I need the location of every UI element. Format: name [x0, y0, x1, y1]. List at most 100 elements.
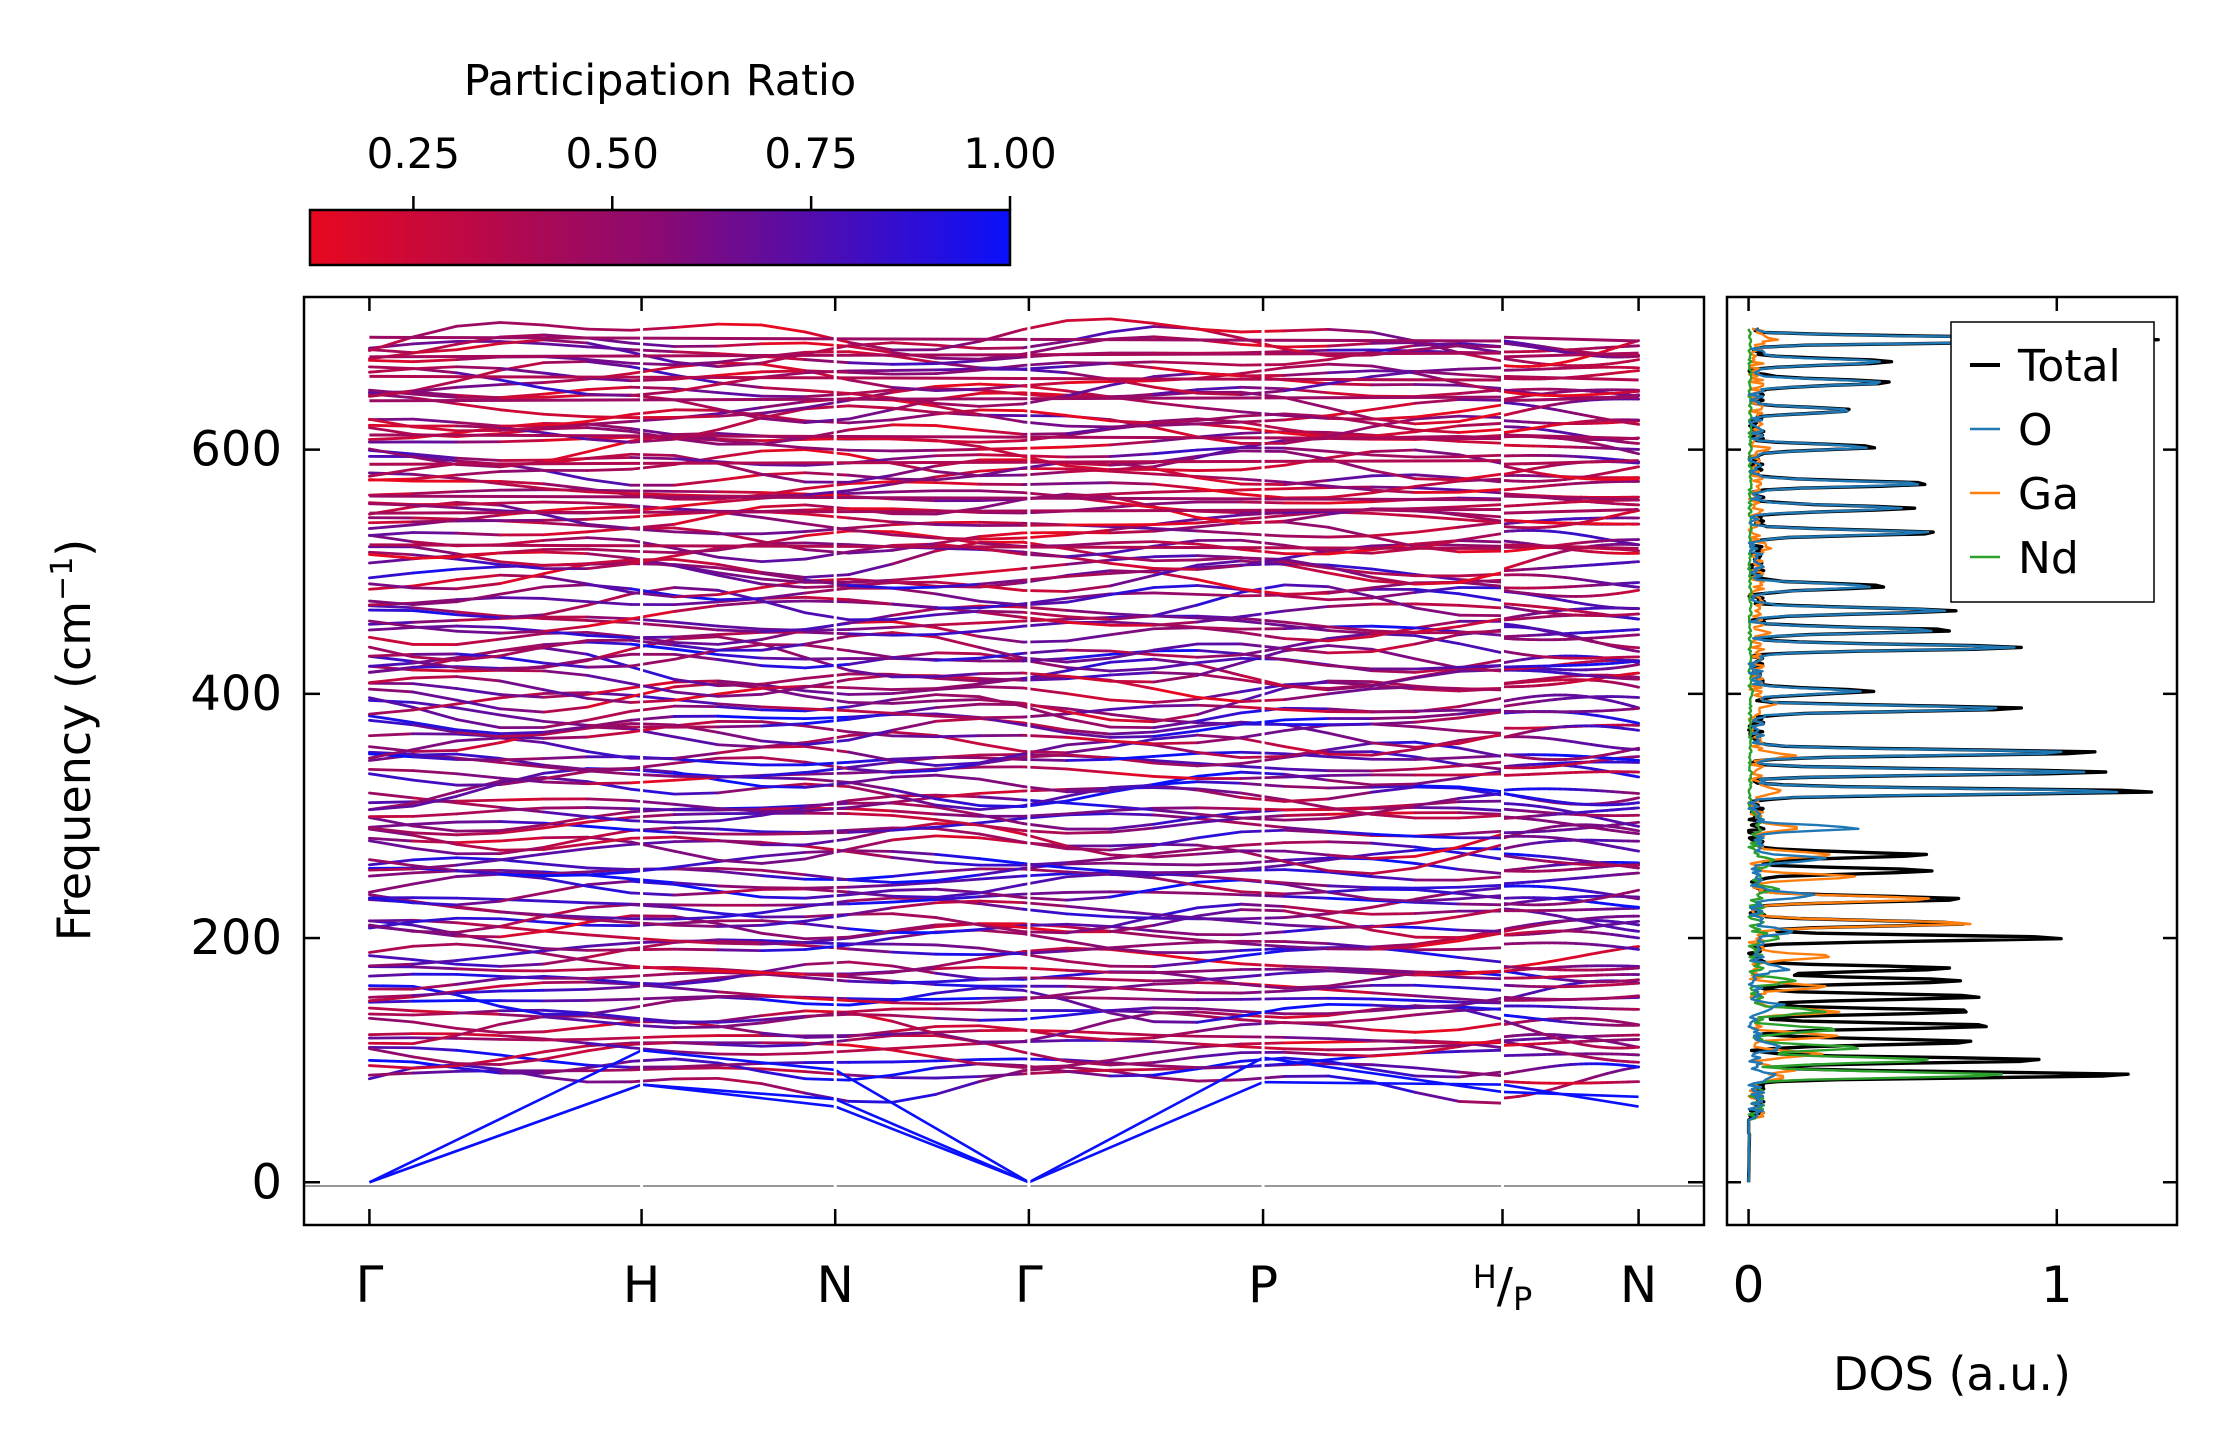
band-segment: [498, 679, 546, 692]
band-segment: [847, 997, 894, 1001]
band-segment: [1196, 564, 1243, 571]
band-segment: [1021, 785, 1069, 794]
band-segment: [1065, 895, 1112, 902]
band-segment: [1457, 1022, 1504, 1032]
band-segment: [368, 1032, 415, 1037]
band-segment: [1413, 983, 1461, 989]
band-segment: [1413, 994, 1461, 1001]
band-segment: [1196, 751, 1243, 760]
band-segment: [1370, 971, 1417, 977]
band-segment: [1283, 745, 1330, 756]
band-segment: [978, 952, 1025, 957]
band-segment: [1065, 986, 1112, 996]
band-segment: [1152, 1006, 1199, 1010]
band-segment: [673, 1034, 720, 1038]
band-segment: [411, 625, 458, 633]
band-segment: [368, 1047, 415, 1059]
band-segment: [1021, 812, 1069, 818]
band-segment: [673, 867, 720, 871]
band-segment: [368, 557, 415, 565]
band-segment: [1021, 799, 1069, 808]
band-segment: [760, 776, 807, 781]
band-segment: [1196, 1010, 1243, 1017]
band-segment: [1196, 722, 1243, 733]
band-segment: [1196, 862, 1243, 867]
band-segment: [1065, 757, 1112, 762]
band-segment: [760, 756, 807, 764]
band-segment: [716, 756, 764, 760]
band-segment: [1283, 658, 1330, 668]
colorbar-tick-label: 0.75: [764, 129, 858, 178]
band-segment: [368, 582, 415, 590]
band-segment: [673, 986, 720, 994]
band-segment: [673, 923, 720, 928]
band-segment: [455, 801, 502, 809]
band-segment: [1326, 890, 1374, 901]
band-segment: [542, 1049, 589, 1061]
band-segment: [1108, 915, 1156, 920]
band-segment: [934, 1001, 981, 1006]
band-segment: [890, 549, 938, 566]
colorbar-tick-label: 1.00: [963, 129, 1057, 178]
band-segment: [1065, 925, 1112, 935]
band-segment: [1021, 861, 1069, 867]
band-segment: [803, 1077, 851, 1082]
band-segment: [1326, 534, 1374, 539]
band-segment: [1152, 862, 1199, 867]
band-segment: [847, 709, 894, 715]
band-segment: [629, 1041, 676, 1046]
band-segment: [585, 615, 633, 621]
band-segment: [934, 873, 981, 882]
band-segment: [716, 743, 764, 749]
band-segment: [629, 828, 676, 834]
band-segment: [1152, 934, 1199, 942]
band-segment: [1457, 843, 1504, 858]
band-segment: [673, 593, 720, 599]
band-segment: [368, 768, 415, 772]
band-segment: [890, 1025, 938, 1033]
band-segment: [1108, 1061, 1156, 1067]
band-segment: [1457, 732, 1504, 745]
band-segment: [411, 856, 458, 862]
band-segment: [585, 547, 633, 553]
band-segment: [716, 867, 764, 872]
band-segment: [1631, 796, 1640, 801]
band-segment: [673, 835, 720, 842]
band-segment: [978, 1017, 1025, 1022]
band-segment: [1283, 894, 1330, 900]
band-segment: [978, 685, 1025, 690]
band-segment: [1065, 717, 1112, 729]
band-segment: [847, 528, 894, 537]
band-segment: [1196, 891, 1243, 897]
band-segment: [934, 592, 981, 603]
band-segment: [1196, 762, 1243, 768]
band-segment: [978, 976, 1025, 981]
band-segment: [934, 965, 981, 971]
band-segment: [1457, 956, 1504, 964]
band-segment: [455, 565, 502, 571]
band-segment: [1631, 828, 1640, 833]
band-segment: [368, 1058, 415, 1064]
band-segment: [542, 836, 589, 849]
band-segment: [542, 842, 589, 851]
band-segment: [716, 869, 764, 878]
band-segment: [716, 888, 764, 895]
band-segment: [934, 834, 981, 840]
band-segment: [673, 647, 720, 657]
band-segment: [803, 1035, 851, 1039]
band-segment: [1326, 1009, 1374, 1016]
band-segment: [1326, 602, 1374, 608]
band-segment: [1065, 547, 1112, 559]
band-segment: [585, 767, 633, 771]
band-segment: [847, 849, 894, 853]
band-segment: [1065, 847, 1112, 852]
band-segment: [1065, 890, 1112, 894]
band-segment: [760, 557, 807, 564]
band-segment: [455, 1009, 502, 1015]
band-segment: [455, 551, 502, 559]
band-segment: [1108, 698, 1156, 704]
band-segment: [455, 624, 502, 629]
band-segment: [934, 481, 981, 486]
band-segment: [1196, 908, 1243, 918]
